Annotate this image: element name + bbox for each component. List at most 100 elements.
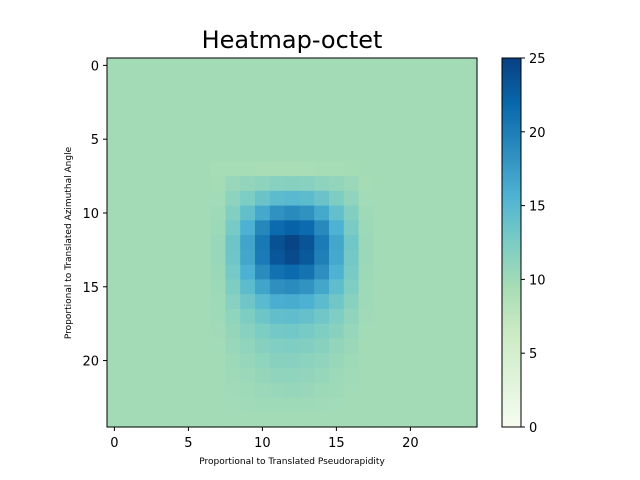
heatmap-cell: [447, 176, 463, 192]
heatmap-cell: [373, 102, 389, 118]
heatmap-cell: [329, 249, 345, 266]
heatmap-cell: [225, 294, 241, 310]
heatmap-cell: [314, 294, 330, 310]
heatmap-cell: [314, 382, 330, 399]
heatmap-cell: [358, 249, 374, 266]
heatmap-cell: [447, 367, 463, 384]
heatmap-cell: [284, 279, 300, 295]
heatmap-cell: [343, 161, 360, 177]
heatmap-cell: [195, 117, 212, 133]
heatmap-cell: [107, 367, 123, 384]
heatmap-cell: [210, 131, 226, 148]
heatmap-cell: [269, 235, 286, 251]
heatmap-cell: [329, 131, 345, 148]
heatmap-cell: [136, 323, 152, 340]
heatmap-cell: [358, 397, 374, 413]
heatmap-cell: [314, 249, 330, 266]
x-tick-label: 15: [328, 436, 345, 451]
heatmap-cell: [225, 338, 241, 354]
heatmap-cell: [166, 205, 182, 221]
heatmap-cell: [343, 205, 360, 221]
heatmap-cell: [447, 308, 463, 325]
heatmap-cell: [388, 87, 404, 103]
heatmap-cell: [417, 102, 434, 118]
heatmap-cell: [314, 131, 330, 148]
heatmap-cell: [447, 161, 463, 177]
heatmap-cell: [314, 323, 330, 340]
heatmap-cell: [255, 176, 271, 192]
heatmap-cell: [107, 279, 123, 295]
heatmap-cell: [358, 131, 374, 148]
heatmap-cell: [417, 338, 434, 354]
heatmap-cell: [107, 308, 123, 325]
heatmap-cell: [388, 131, 404, 148]
heatmap-cell: [121, 146, 138, 162]
heatmap-cell: [151, 279, 167, 295]
y-tick-label: 10: [82, 207, 99, 222]
heatmap-cell: [181, 102, 197, 118]
heatmap-cell: [358, 72, 374, 89]
heatmap-cell: [343, 412, 360, 428]
heatmap-cell: [166, 235, 182, 251]
heatmap-cell: [269, 205, 286, 221]
heatmap-cell: [255, 235, 271, 251]
heatmap-cell: [181, 382, 197, 399]
heatmap-cell: [166, 190, 182, 207]
heatmap-cell: [284, 338, 300, 354]
heatmap-cell: [269, 382, 286, 399]
heatmap-cell: [166, 264, 182, 280]
heatmap-cell: [166, 161, 182, 177]
heatmap-cell: [373, 131, 389, 148]
heatmap-cell: [136, 220, 152, 236]
heatmap-cell: [151, 131, 167, 148]
heatmap-cell: [373, 294, 389, 310]
heatmap-cell: [181, 131, 197, 148]
heatmap-cell: [136, 117, 152, 133]
heatmap-cell: [343, 131, 360, 148]
heatmap-cell: [181, 117, 197, 133]
heatmap-cell: [462, 131, 478, 148]
heatmap-cell: [240, 412, 256, 428]
heatmap-cell: [417, 220, 434, 236]
heatmap-cell: [284, 131, 300, 148]
heatmap-cell: [121, 131, 138, 148]
heatmap-cell: [417, 397, 434, 413]
heatmap-cell: [329, 367, 345, 384]
heatmap-cell: [417, 161, 434, 177]
heatmap-cell: [284, 249, 300, 266]
heatmap-cell: [343, 146, 360, 162]
heatmap-cell: [388, 367, 404, 384]
heatmap-cell: [284, 220, 300, 236]
heatmap-cell: [329, 220, 345, 236]
heatmap-cell: [269, 146, 286, 162]
heatmap-cell: [136, 176, 152, 192]
heatmap-cell: [462, 367, 478, 384]
heatmap-cell: [358, 367, 374, 384]
heatmap-cell: [447, 58, 463, 74]
heatmap-cell: [343, 279, 360, 295]
heatmap-cell: [403, 323, 419, 340]
heatmap-cell: [269, 131, 286, 148]
heatmap-cell: [107, 397, 123, 413]
heatmap-cell: [358, 161, 374, 177]
heatmap-cell: [343, 294, 360, 310]
heatmap-cell: [136, 412, 152, 428]
heatmap-cell: [151, 412, 167, 428]
heatmap-cell: [373, 338, 389, 354]
heatmap-cell: [269, 338, 286, 354]
heatmap-cell: [210, 58, 226, 74]
heatmap-cell: [166, 102, 182, 118]
heatmap-cell: [121, 412, 138, 428]
heatmap-cell: [121, 87, 138, 103]
colorbar-tick-label: 20: [529, 126, 546, 141]
heatmap-cell: [432, 190, 448, 207]
heatmap-cell: [225, 220, 241, 236]
heatmap-cell: [329, 412, 345, 428]
heatmap-cell: [358, 323, 374, 340]
heatmap-cell: [107, 190, 123, 207]
heatmap-cell: [358, 190, 374, 207]
heatmap-cell: [240, 382, 256, 399]
heatmap-cell: [329, 338, 345, 354]
heatmap-cell: [107, 205, 123, 221]
heatmap-cell: [225, 367, 241, 384]
